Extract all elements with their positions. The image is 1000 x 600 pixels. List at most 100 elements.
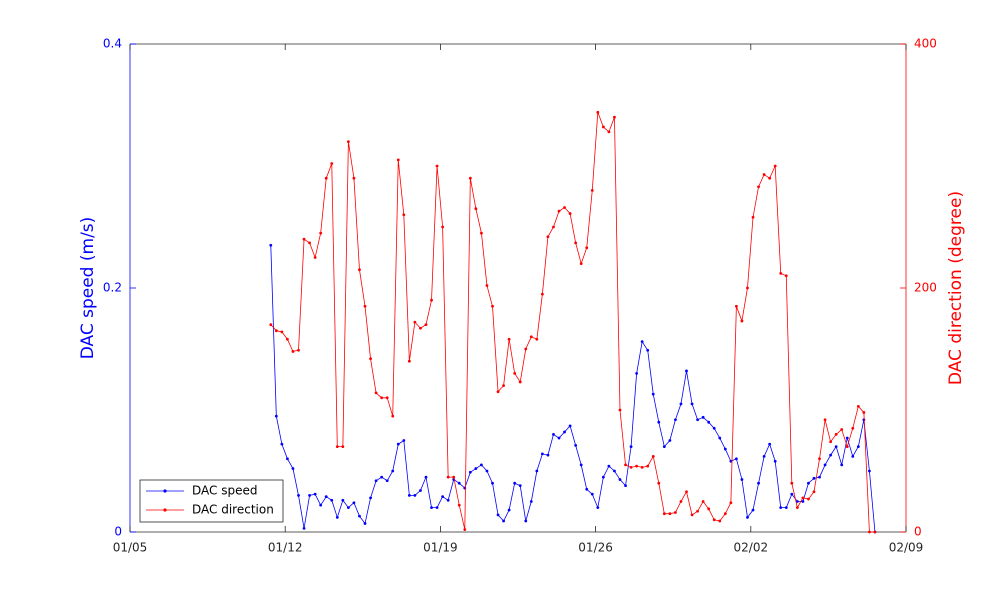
data-point: [319, 503, 323, 507]
data-point: [701, 500, 705, 503]
data-point: [712, 518, 716, 522]
y-tick-label: 0: [114, 525, 122, 539]
data-point: [856, 445, 860, 448]
data-point: [829, 453, 833, 457]
data-point: [696, 418, 699, 422]
data-point: [640, 465, 644, 469]
data-point: [402, 213, 406, 217]
data-point: [651, 454, 655, 458]
data-point: [712, 426, 716, 430]
data-point: [840, 463, 844, 467]
data-point: [557, 209, 561, 213]
data-point: [496, 390, 500, 394]
data-point: [873, 530, 877, 534]
data-point: [474, 467, 478, 470]
data-point: [391, 414, 395, 418]
data-point: [552, 433, 555, 436]
data-point: [679, 402, 683, 406]
data-point: [496, 513, 500, 517]
data-point: [297, 348, 300, 352]
data-point: [790, 492, 794, 496]
data-point: [552, 225, 555, 229]
data-point: [502, 384, 505, 387]
data-point: [601, 125, 605, 129]
x-tick-label: 01/19: [423, 541, 458, 555]
data-point: [446, 498, 450, 502]
legend-label: DAC speed: [192, 484, 257, 498]
legend-marker: [163, 489, 167, 493]
data-point: [613, 469, 616, 473]
data-point: [474, 207, 478, 211]
data-point: [618, 478, 622, 481]
data-point: [274, 329, 278, 333]
data-point: [557, 436, 561, 440]
data-point: [723, 447, 727, 451]
data-point: [773, 164, 777, 168]
data-point: [862, 411, 866, 414]
data-point: [563, 430, 566, 434]
data-point: [696, 509, 699, 513]
data-point: [801, 500, 805, 503]
data-point: [341, 498, 345, 502]
data-point: [624, 484, 627, 488]
data-point: [618, 408, 622, 412]
data-point: [574, 241, 578, 245]
data-point: [818, 475, 821, 479]
data-point: [845, 436, 849, 440]
data-point: [507, 337, 511, 341]
data-point: [358, 268, 361, 272]
data-point: [668, 512, 672, 516]
data-point: [457, 481, 461, 485]
data-point: [812, 490, 816, 494]
data-point: [646, 464, 650, 468]
data-point: [784, 274, 788, 278]
data-point: [286, 337, 289, 341]
data-point: [657, 420, 661, 424]
data-point: [302, 237, 306, 241]
data-point: [402, 439, 406, 442]
data-point: [635, 464, 639, 468]
data-point: [690, 513, 694, 517]
data-point: [529, 500, 533, 503]
data-point: [352, 176, 356, 180]
data-point: [768, 442, 772, 446]
data-point: [435, 506, 439, 509]
data-point: [707, 507, 711, 511]
data-point: [657, 481, 661, 485]
data-point: [596, 110, 600, 114]
data-point: [274, 414, 278, 418]
y2-axis-label: DAC direction (degree): [946, 191, 966, 385]
data-point: [419, 326, 422, 330]
data-point: [540, 292, 544, 296]
data-point: [524, 347, 528, 351]
data-point: [779, 506, 783, 509]
data-point: [807, 481, 810, 485]
data-point: [446, 475, 450, 479]
data-point: [746, 286, 749, 290]
data-point: [651, 392, 655, 396]
data-point: [502, 519, 505, 523]
data-point: [685, 490, 688, 494]
data-point: [485, 284, 489, 287]
data-point: [762, 173, 766, 176]
data-point: [407, 494, 411, 497]
data-point: [834, 433, 838, 436]
data-point: [779, 271, 783, 275]
data-point: [308, 241, 311, 245]
series-line: [270, 112, 875, 533]
x-tick-label: 01/05: [113, 541, 148, 555]
data-point: [535, 469, 539, 473]
y2-tick-label: 200: [914, 281, 937, 295]
data-point: [729, 501, 733, 505]
data-point: [330, 162, 334, 165]
data-point: [286, 457, 289, 461]
data-point: [441, 495, 445, 499]
data-point: [480, 231, 483, 235]
data-point: [480, 463, 483, 467]
data-point: [629, 445, 633, 448]
data-point: [518, 380, 522, 384]
data-point: [430, 506, 433, 509]
data-point: [568, 212, 572, 215]
data-point: [690, 402, 694, 406]
data-point: [668, 439, 672, 442]
